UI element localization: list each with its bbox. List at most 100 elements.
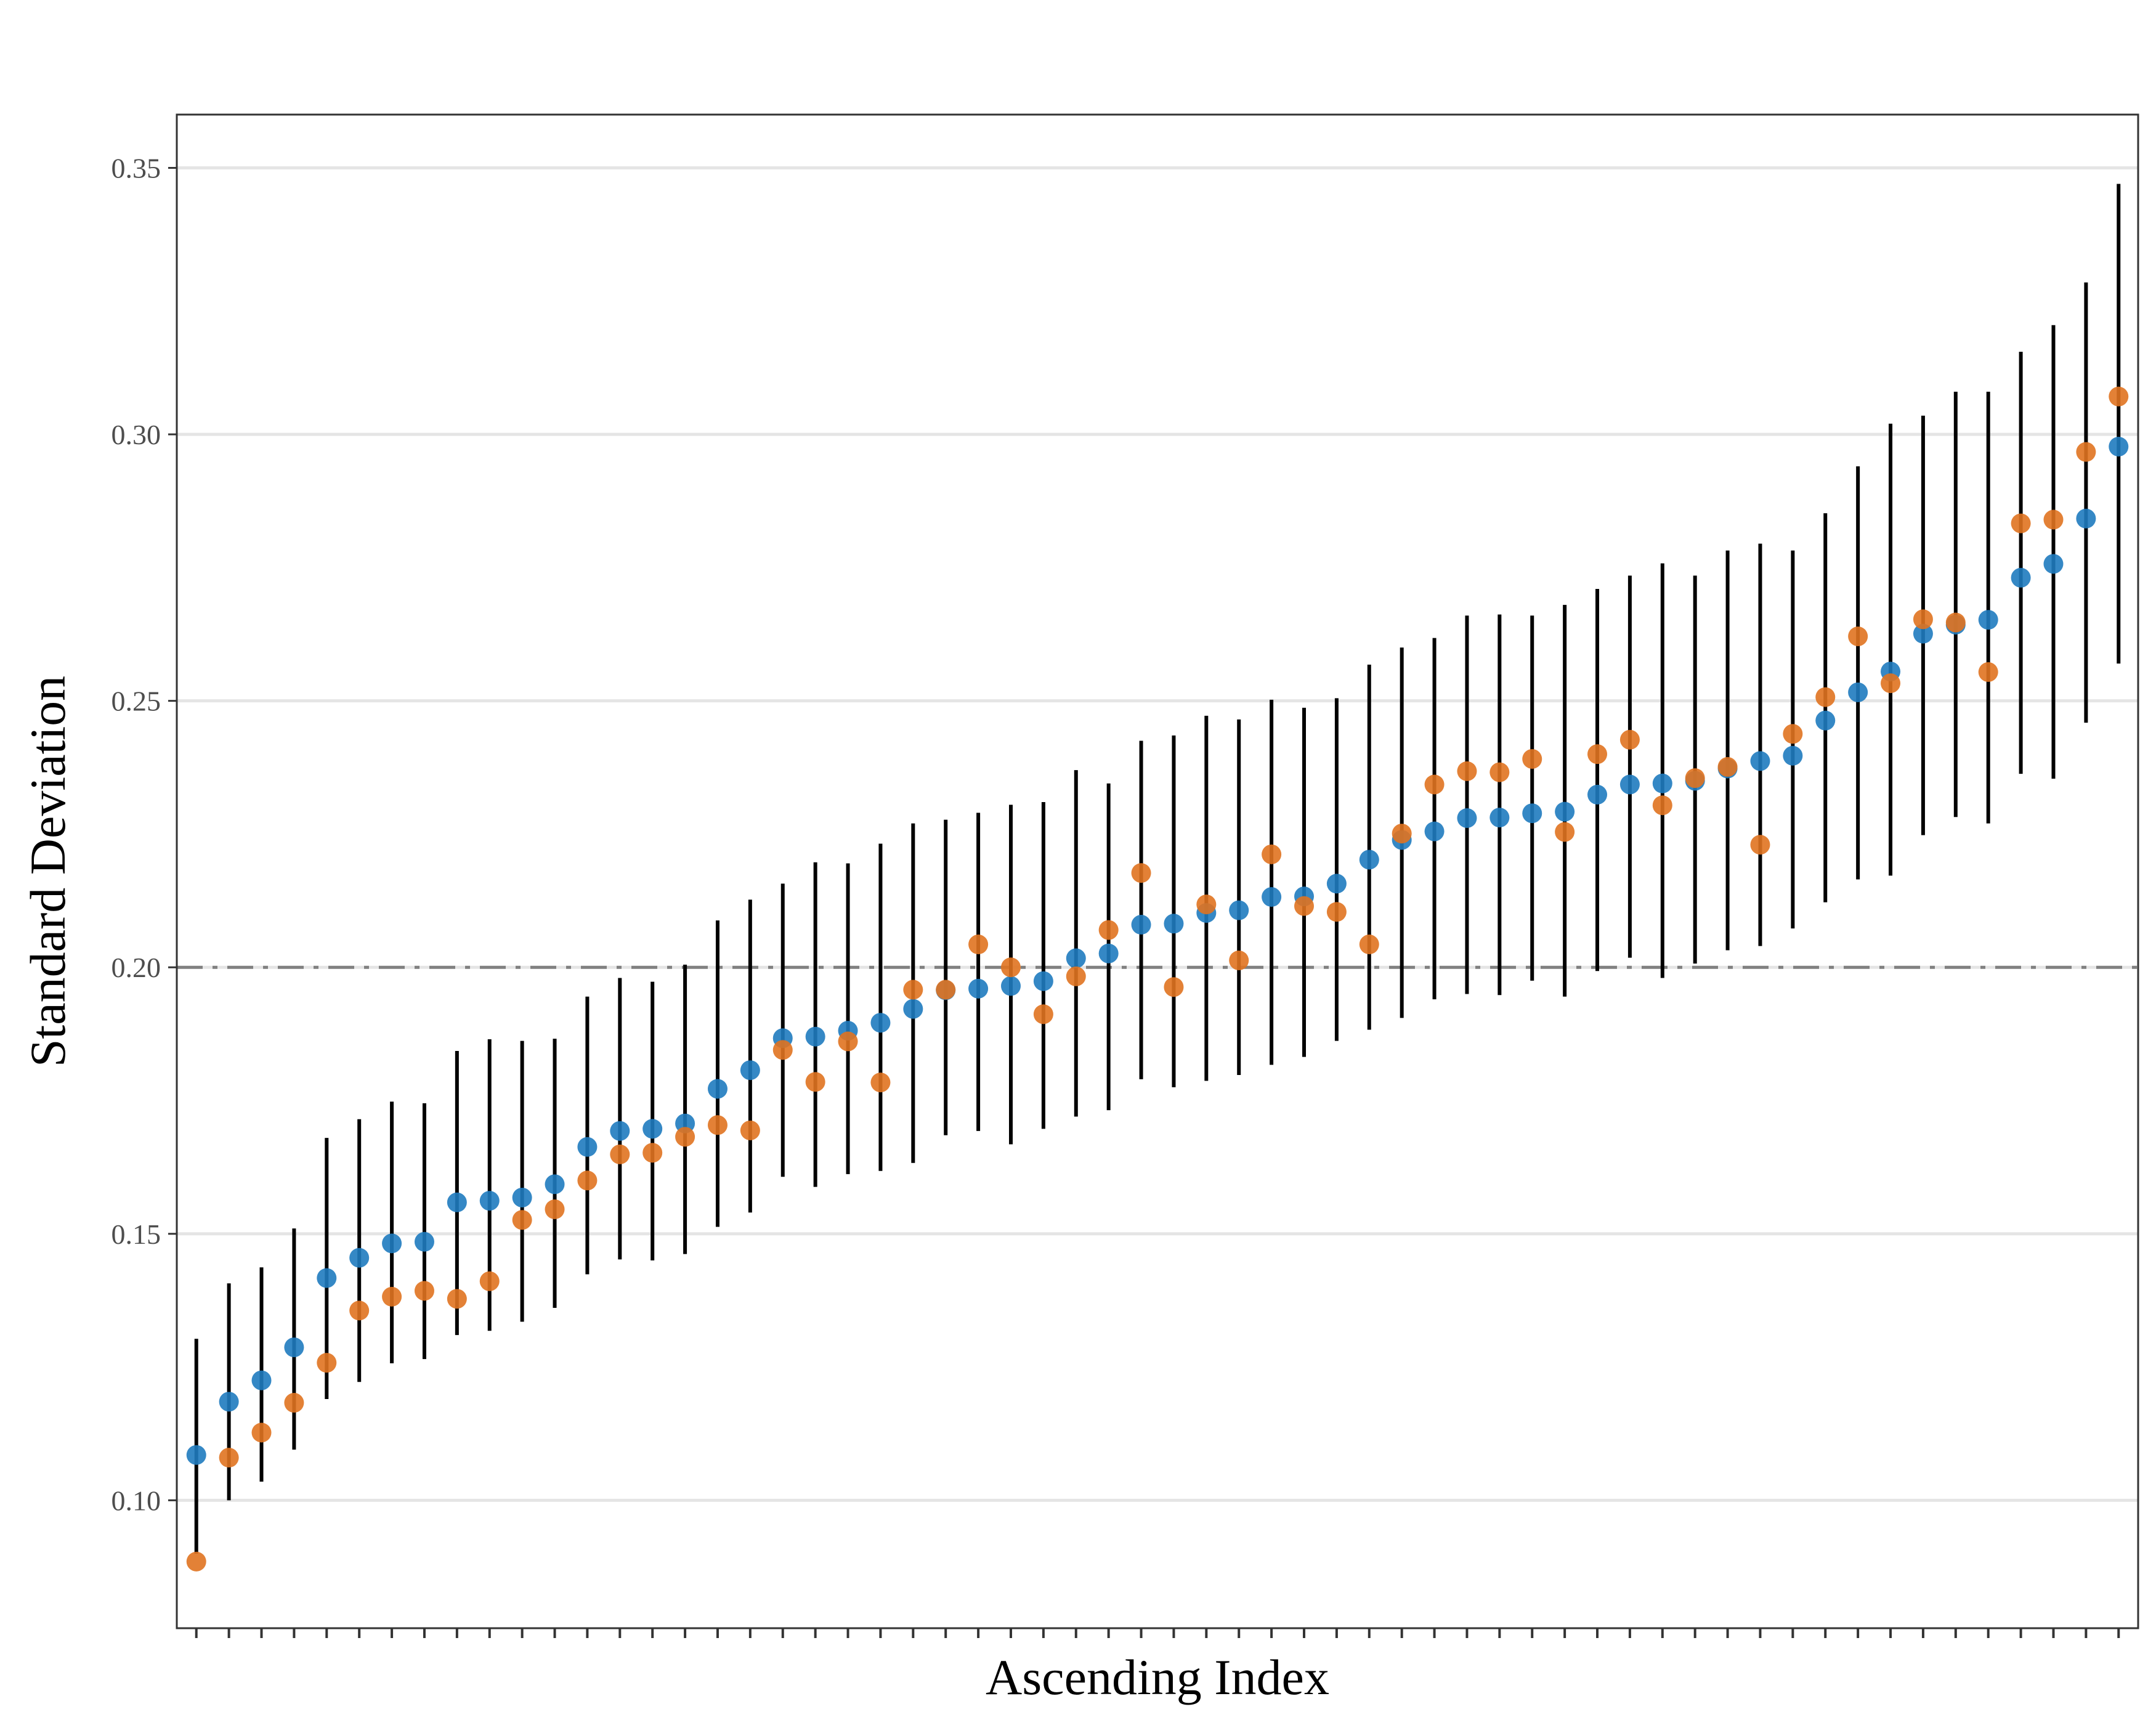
series-b-point <box>1098 920 1119 940</box>
series-b-point <box>1066 966 1086 986</box>
series-b-point <box>2011 513 2031 533</box>
series-b-point <box>251 1422 272 1443</box>
series-b-point <box>1881 673 1901 694</box>
series-a-point <box>317 1268 337 1288</box>
series-a-point <box>1098 943 1119 963</box>
series-a-point <box>414 1231 434 1252</box>
series-b-point <box>1587 744 1608 765</box>
series-a-point <box>382 1233 402 1254</box>
series-a-point <box>284 1337 304 1358</box>
series-a-point <box>740 1060 760 1081</box>
series-b-point <box>1685 768 1705 789</box>
series-b-point <box>870 1073 891 1093</box>
series-a-point <box>1229 900 1249 920</box>
y-axis-title: Standard Deviation <box>20 676 76 1067</box>
series-b-point <box>512 1210 532 1230</box>
series-b-point <box>219 1448 239 1468</box>
series-b-point <box>1229 950 1249 970</box>
series-a-point <box>707 1079 727 1099</box>
series-a-point <box>2109 436 2129 456</box>
series-a-point <box>512 1187 532 1207</box>
series-b-point <box>1717 757 1738 777</box>
series-b-point <box>1457 761 1477 781</box>
series-a-point <box>1652 773 1672 793</box>
series-b-point <box>1555 822 1575 842</box>
series-a-point <box>2043 554 2064 574</box>
series-a-point <box>1326 874 1347 894</box>
series-a-point <box>577 1137 598 1157</box>
series-b-point <box>2043 509 2064 530</box>
series-a-point <box>1783 745 1803 766</box>
series-a-point <box>349 1247 370 1268</box>
series-b-point <box>1652 795 1672 816</box>
series-a-point <box>251 1370 272 1390</box>
series-b-point <box>936 980 956 1000</box>
series-a-point <box>1033 971 1053 991</box>
series-b-point <box>903 980 923 1000</box>
series-b-point <box>740 1120 760 1140</box>
series-b-point <box>2109 386 2129 407</box>
series-b-point <box>1913 609 1933 630</box>
series-a-point <box>610 1121 630 1141</box>
y-tick-label: 0.35 <box>111 153 161 184</box>
series-b-point <box>1424 774 1445 795</box>
series-a-point <box>1522 803 1542 824</box>
series-a-point <box>1457 808 1477 828</box>
series-a-point <box>1978 610 1998 630</box>
x-axis-title: Ascending Index <box>986 1649 1329 1705</box>
series-b-point <box>284 1393 304 1413</box>
series-a-point <box>1555 801 1575 822</box>
series-b-point <box>186 1551 206 1572</box>
series-b-point <box>1815 687 1836 707</box>
series-a-point <box>1000 976 1021 996</box>
series-a-point <box>479 1191 500 1211</box>
series-b-point <box>1783 724 1803 744</box>
series-b-point <box>545 1199 565 1219</box>
series-a-point <box>447 1192 467 1212</box>
series-b-point <box>1131 863 1151 883</box>
series-b-point <box>1750 835 1770 855</box>
series-b-point <box>1522 748 1542 769</box>
series-a-point <box>642 1119 663 1139</box>
series-a-point <box>2011 567 2031 588</box>
series-b-point <box>1359 935 1379 955</box>
series-b-point <box>1326 902 1347 922</box>
series-a-point <box>1750 751 1770 771</box>
panel-border <box>176 113 2139 1629</box>
y-tick-label: 0.20 <box>111 952 161 983</box>
series-b-point <box>805 1072 825 1092</box>
series-b-point <box>577 1170 598 1191</box>
series-a-point <box>1262 887 1282 907</box>
series-b-point <box>707 1115 727 1135</box>
series-b-point <box>349 1300 370 1321</box>
series-a-point <box>545 1174 565 1195</box>
series-a-point <box>870 1013 891 1033</box>
series-b-point <box>642 1143 663 1163</box>
series-b-point <box>414 1281 434 1301</box>
series-b-point <box>1164 977 1184 997</box>
series-a-point <box>1848 682 1868 702</box>
data-points <box>186 386 2129 1572</box>
series-b-point <box>1392 824 1412 844</box>
series-b-point <box>772 1040 793 1060</box>
series-a-point <box>1815 710 1836 731</box>
series-b-point <box>382 1286 402 1307</box>
series-b-point <box>1033 1004 1053 1024</box>
series-a-point <box>968 978 989 999</box>
series-b-point <box>1945 612 1966 633</box>
series-a-point <box>1489 808 1510 828</box>
series-b-point <box>479 1271 500 1291</box>
series-b-point <box>1978 662 1998 682</box>
series-a-point <box>1131 915 1151 935</box>
series-a-point <box>186 1445 206 1465</box>
series-a-point <box>1164 914 1184 934</box>
series-b-point <box>1619 729 1640 750</box>
series-b-point <box>317 1353 337 1373</box>
series-a-point <box>1913 623 1933 644</box>
series-b-point <box>1489 762 1510 782</box>
series-b-point <box>1262 844 1282 864</box>
series-b-point <box>1848 626 1868 646</box>
